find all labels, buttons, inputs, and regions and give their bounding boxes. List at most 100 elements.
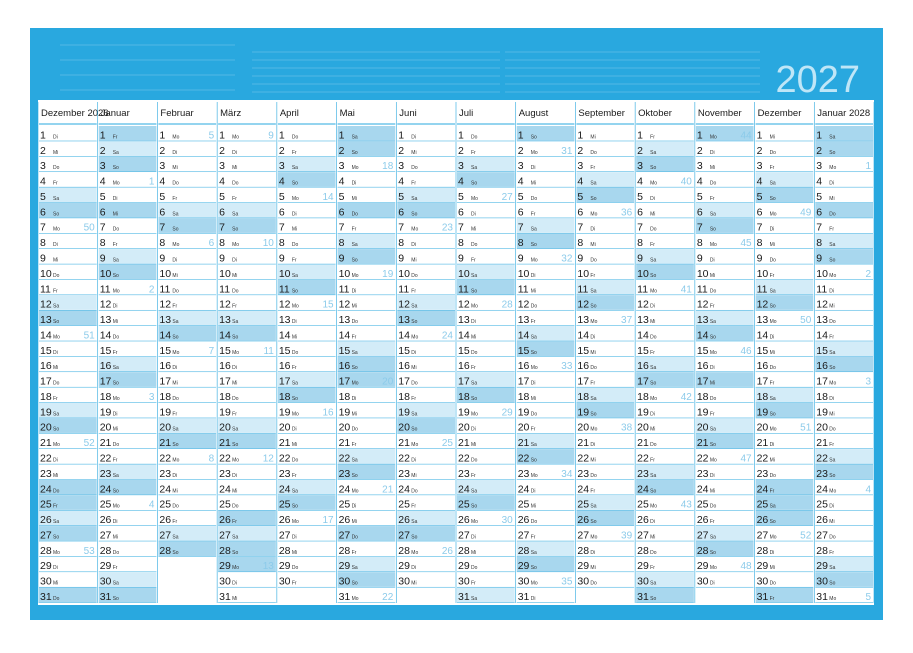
- day-number: 24: [577, 483, 589, 495]
- weekend-cell: [158, 326, 217, 341]
- week-number: 2: [149, 284, 155, 295]
- day-number: 12: [279, 299, 291, 311]
- week-number: 51: [84, 330, 96, 341]
- weekday: So: [710, 334, 716, 340]
- day-number: 13: [697, 314, 709, 326]
- weekday: Do: [650, 227, 657, 233]
- day-number: 31: [518, 591, 530, 603]
- day-number: 13: [757, 314, 769, 326]
- day-number: 19: [279, 406, 291, 418]
- day-number: 2: [40, 145, 46, 157]
- weekday: Fr: [770, 165, 775, 171]
- day-number: 6: [40, 206, 46, 218]
- day-number: 16: [518, 360, 530, 372]
- weekday: Di: [710, 257, 715, 263]
- weekend-cell: [158, 526, 217, 541]
- day-number: 5: [458, 191, 464, 203]
- day-number: 3: [458, 160, 464, 172]
- weekday: Mo: [710, 565, 717, 571]
- week-number: 40: [681, 177, 693, 188]
- weekday: Do: [650, 442, 657, 448]
- weekday: Fr: [710, 519, 715, 525]
- day-number: 18: [40, 391, 52, 403]
- day-number: 15: [697, 345, 709, 357]
- weekday: Mo: [232, 242, 239, 248]
- day-number: 19: [757, 406, 769, 418]
- weekday: Mi: [352, 304, 357, 310]
- weekend-cell: [158, 418, 217, 433]
- day-number: 28: [458, 545, 470, 557]
- holiday-cell: [218, 556, 276, 572]
- day-number: 25: [637, 499, 649, 511]
- day-number: 26: [577, 514, 589, 526]
- weekday: So: [53, 211, 59, 217]
- weekend-cell: [695, 418, 754, 433]
- weekday: Do: [53, 488, 60, 494]
- weekday: Sa: [352, 134, 358, 140]
- weekday: Di: [411, 134, 416, 140]
- weekday: Mo: [292, 519, 299, 525]
- day-number: 3: [40, 160, 46, 172]
- weekday: Fr: [113, 565, 118, 571]
- weekday: Di: [352, 396, 357, 402]
- weekday: Do: [411, 381, 418, 387]
- day-number: 29: [279, 560, 291, 572]
- weekday: Do: [471, 565, 478, 571]
- day-number: 9: [40, 252, 46, 264]
- weekday: Di: [232, 473, 237, 479]
- weekday: Mo: [232, 350, 239, 356]
- day-number: 4: [398, 176, 404, 188]
- day-number: 3: [697, 160, 703, 172]
- weekend-cell: [397, 187, 455, 203]
- weekday: Di: [232, 150, 237, 156]
- day-number: 27: [577, 529, 589, 541]
- weekday: So: [710, 227, 716, 233]
- weekday: Sa: [172, 427, 178, 433]
- day-number: 29: [40, 560, 52, 572]
- day-number: 3: [219, 160, 225, 172]
- weekday: Di: [531, 381, 536, 387]
- day-number: 28: [279, 545, 291, 557]
- weekend-cell: [337, 249, 396, 264]
- day-number: 6: [458, 206, 464, 218]
- day-number: 9: [697, 252, 703, 264]
- day-number: 17: [40, 376, 52, 388]
- weekday: Mi: [590, 134, 595, 140]
- weekday: Mo: [531, 257, 538, 263]
- weekday: Mo: [232, 134, 239, 140]
- weekday: Mo: [53, 550, 60, 556]
- weekday: Sa: [770, 288, 776, 294]
- weekday: Sa: [471, 596, 477, 602]
- weekday: Sa: [172, 534, 178, 540]
- weekend-cell: [636, 479, 694, 495]
- day-number: 30: [40, 576, 52, 588]
- day-number: 18: [458, 391, 470, 403]
- day-number: 11: [100, 283, 111, 295]
- day-number: 28: [339, 545, 351, 557]
- week-number: 1: [865, 161, 871, 172]
- day-number: 21: [219, 437, 231, 449]
- weekday: Mo: [172, 134, 179, 140]
- weekday: Di: [471, 427, 476, 433]
- day-number: 22: [40, 453, 52, 465]
- weekend-cell: [218, 310, 276, 326]
- day-number: 6: [100, 206, 106, 218]
- weekend-cell: [397, 402, 455, 418]
- weekday: Do: [590, 473, 597, 479]
- weekday: Mo: [232, 565, 239, 571]
- week-number: 4: [865, 484, 871, 495]
- day-number: 31: [757, 591, 769, 603]
- day-number: 2: [159, 145, 165, 157]
- day-number: 13: [577, 314, 589, 326]
- weekday: Mo: [650, 396, 657, 402]
- weekday: Do: [352, 211, 359, 217]
- day-number: 25: [458, 499, 470, 511]
- day-number: 15: [40, 345, 52, 357]
- week-number: 14: [322, 192, 334, 203]
- weekday: Di: [113, 519, 118, 525]
- day-number: 8: [697, 237, 703, 249]
- weekday: So: [531, 134, 537, 140]
- month-name: Juli: [459, 108, 473, 119]
- weekday: Do: [292, 458, 299, 464]
